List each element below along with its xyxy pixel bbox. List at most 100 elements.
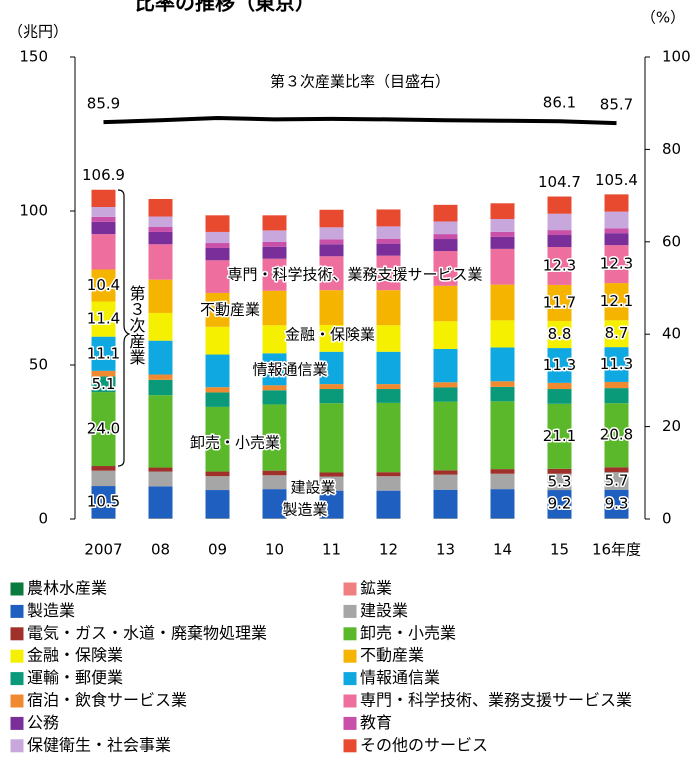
- bar-segment: [148, 312, 173, 341]
- bar-segment: [604, 347, 629, 382]
- bar-segment: [604, 194, 629, 212]
- bar-segment: [91, 486, 116, 519]
- bar-segment: [148, 198, 173, 217]
- legend-label: 不動産業: [360, 646, 424, 665]
- bar-segment: [319, 490, 344, 519]
- legend-label: 専門・科学技術、業務支援サービス業: [360, 691, 632, 710]
- legend-label: 農林水産業: [27, 579, 107, 598]
- line-value-label: 86.1: [543, 94, 576, 112]
- total-label: 105.4: [595, 171, 638, 189]
- bar-segment: [433, 401, 458, 471]
- bar-segment: [433, 239, 458, 252]
- bar-segment: [262, 290, 287, 326]
- bar-segment: [604, 489, 629, 519]
- bar-segment: [91, 206, 116, 217]
- y2-tick-label: 100: [662, 48, 691, 66]
- bar-segment: [205, 387, 230, 393]
- bar-segment: [547, 348, 572, 383]
- x-tick-label: 14: [493, 541, 512, 559]
- bar-segment: [604, 403, 629, 468]
- bar-segment: [148, 374, 173, 380]
- chart-title: 比率の推移（東京）: [135, 0, 315, 15]
- bar-segment: [319, 472, 344, 477]
- y-tick-label: 0: [38, 510, 48, 528]
- bar-segment: [148, 467, 173, 472]
- legend-label: 鉱業: [360, 579, 392, 598]
- bar-segment: [148, 216, 173, 228]
- bar-segment: [376, 325, 401, 352]
- value-label: 10.4: [87, 276, 120, 294]
- bar-segment: [91, 466, 116, 471]
- bar-segment: [319, 290, 344, 325]
- bar-segment: [547, 403, 572, 469]
- y2-tick-label: 60: [662, 232, 681, 250]
- annotation: 卸売・小売業: [190, 434, 280, 452]
- value-label: 11.7: [543, 293, 576, 311]
- bar-segment: [262, 241, 287, 247]
- y2-tick-label: 0: [662, 510, 672, 528]
- legend-label: 情報通信業: [360, 668, 440, 687]
- bar-segment: [319, 324, 344, 352]
- legend-swatch: [342, 603, 358, 619]
- bar-segment: [319, 389, 344, 404]
- y2-tick-label: 40: [662, 325, 681, 343]
- y-tick-label: 150: [19, 48, 48, 66]
- value-label: 5.1: [92, 375, 116, 393]
- bar-segment: [262, 230, 287, 242]
- bar-segment: [490, 489, 515, 519]
- bar-segment: [547, 473, 572, 491]
- bar-segment: [433, 285, 458, 322]
- line-value-label: 85.9: [87, 95, 120, 113]
- bar-segment: [604, 467, 629, 473]
- bar-segment: [547, 230, 572, 236]
- bar-segment: [490, 248, 515, 285]
- value-label: 8.8: [548, 325, 572, 343]
- bar-segment: [490, 386, 515, 402]
- bar-segment: [205, 490, 230, 519]
- bar-segment: [91, 336, 116, 371]
- total-label: 106.9: [82, 166, 125, 184]
- bar-segment: [91, 221, 116, 235]
- bar-segment: [148, 379, 173, 396]
- bar-segment: [376, 238, 401, 244]
- bar-segment: [490, 320, 515, 348]
- bar-segment: [205, 260, 230, 293]
- bar-segment: [262, 353, 287, 386]
- bar-segment: [91, 392, 116, 467]
- value-label: 11.3: [543, 356, 576, 374]
- legend-label: 金融・保険業: [27, 646, 123, 665]
- bar-segment: [148, 340, 173, 375]
- bar-segment: [148, 395, 173, 468]
- y-axis-unit: （兆円）: [8, 23, 68, 41]
- x-tick-label: 12: [379, 541, 398, 559]
- line-value-label: 85.7: [600, 96, 633, 114]
- x-tick-label: 09: [208, 541, 227, 559]
- bar-segment: [148, 227, 173, 232]
- bar-segment: [376, 226, 401, 239]
- bar-segment: [433, 387, 458, 402]
- x-tick-label: 2007: [84, 541, 122, 559]
- bar-segment: [376, 290, 401, 326]
- value-label: 8.7: [605, 324, 629, 342]
- bar-segment: [91, 376, 116, 393]
- bar-segment: [205, 292, 230, 327]
- bar-segment: [262, 390, 287, 405]
- bracket: [117, 189, 131, 467]
- bar-segment: [604, 320, 629, 348]
- bar-segment: [490, 236, 515, 249]
- legend-swatch: [342, 693, 358, 709]
- value-label: 11.4: [87, 310, 120, 328]
- bar-segment: [547, 389, 572, 404]
- bar-segment: [262, 246, 287, 259]
- bar-segment: [547, 468, 572, 474]
- value-label: 12.1: [600, 292, 633, 310]
- value-label: 12.3: [600, 255, 633, 273]
- legend-swatch: [342, 738, 358, 754]
- legend-swatch: [342, 648, 358, 664]
- bar-segment: [490, 469, 515, 474]
- bar-segment: [205, 471, 230, 477]
- bar-segment: [262, 385, 287, 391]
- bar-segment: [433, 382, 458, 388]
- value-label: 24.0: [87, 420, 120, 438]
- bar-segment: [319, 384, 344, 390]
